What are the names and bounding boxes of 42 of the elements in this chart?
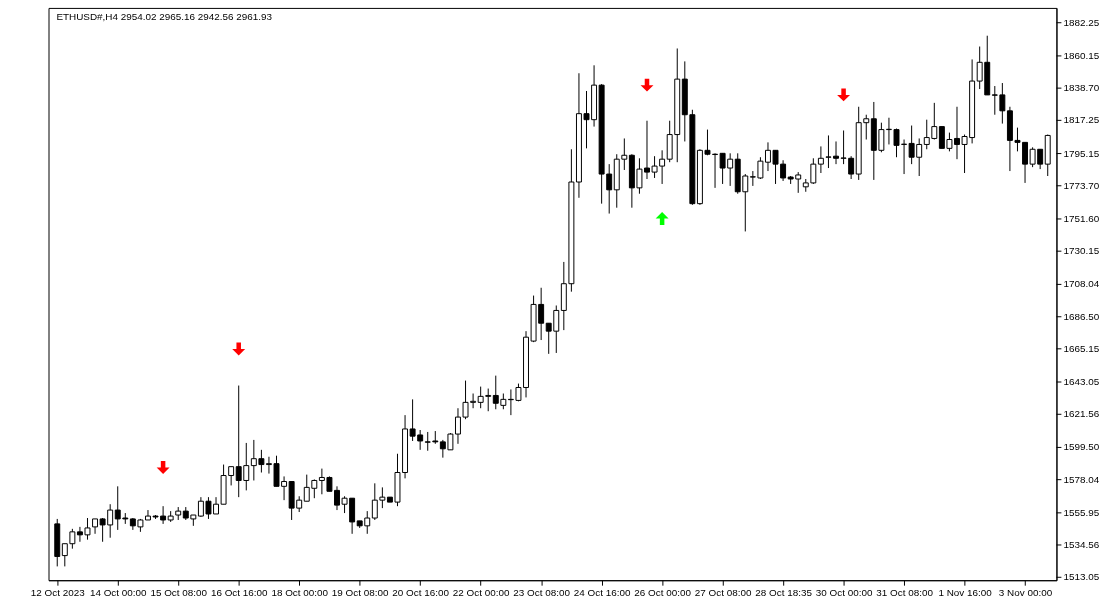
- point: [640, 78, 654, 92]
- y-tick-label: 1665.15: [1063, 342, 1100, 354]
- chart-title: ETHUSD#,H4 2954.02 2965.16 2942.56 2961.93: [56, 10, 273, 22]
- x-tick-label: 28 Oct 18:35: [755, 586, 813, 598]
- x-tick-label: 31 Oct 08:00: [876, 586, 934, 598]
- x-tick-label: 18 Oct 00:00: [271, 586, 329, 598]
- x-tick-label: 12 Oct 2023: [30, 586, 86, 598]
- y-tick-label: 1882.25: [1063, 16, 1100, 28]
- y-tick-label: 1838.70: [1063, 82, 1100, 94]
- y-tick-label: 1555.95: [1063, 506, 1100, 518]
- point: [156, 461, 170, 475]
- point: [837, 88, 851, 102]
- y-tick-label: 1534.56: [1063, 538, 1100, 550]
- y-tick-label: 1686.50: [1063, 310, 1100, 322]
- y-tick-label: 1513.05: [1063, 571, 1100, 583]
- point: [232, 342, 246, 356]
- y-tick-label: 1643.05: [1063, 375, 1100, 387]
- x-tick-label: 3 Nov 00:00: [998, 586, 1053, 598]
- x-tick-label: 14 Oct 00:00: [89, 586, 148, 598]
- y-tick-label: 1773.70: [1063, 179, 1100, 191]
- y-tick-label: 1817.25: [1063, 114, 1100, 126]
- x-tick-label: 27 Oct 08:00: [694, 586, 752, 598]
- candlestick: [817, 145, 824, 174]
- y-tick-label: 1860.15: [1063, 49, 1100, 61]
- x-tick-label: 23 Oct 08:00: [513, 586, 571, 598]
- point: [655, 212, 669, 225]
- x-tick-label: 16 Oct 16:00: [210, 586, 269, 598]
- x-tick-label: 30 Oct 00:00: [815, 586, 873, 598]
- y-tick-label: 1578.04: [1063, 473, 1100, 485]
- x-tick-label: 24 Oct 16:00: [573, 586, 631, 598]
- y-tick-label: 1599.50: [1063, 441, 1100, 453]
- y-tick-label: 1795.15: [1063, 147, 1100, 159]
- x-tick-label: 15 Oct 08:00: [150, 586, 208, 598]
- y-tick-label: 1708.04: [1063, 278, 1100, 290]
- x-tick-label: 20 Oct 16:00: [392, 586, 450, 598]
- x-tick-label: 22 Oct 00:00: [452, 586, 510, 598]
- x-tick-label: 1 Nov 16:00: [938, 586, 993, 598]
- y-tick-label: 1751.60: [1063, 212, 1100, 224]
- y-tick-label: 1730.15: [1063, 245, 1100, 257]
- x-tick-label: 26 Oct 00:00: [634, 586, 692, 598]
- y-tick-label: 1621.56: [1063, 408, 1100, 420]
- x-tick-label: 19 Oct 08:00: [331, 586, 389, 598]
